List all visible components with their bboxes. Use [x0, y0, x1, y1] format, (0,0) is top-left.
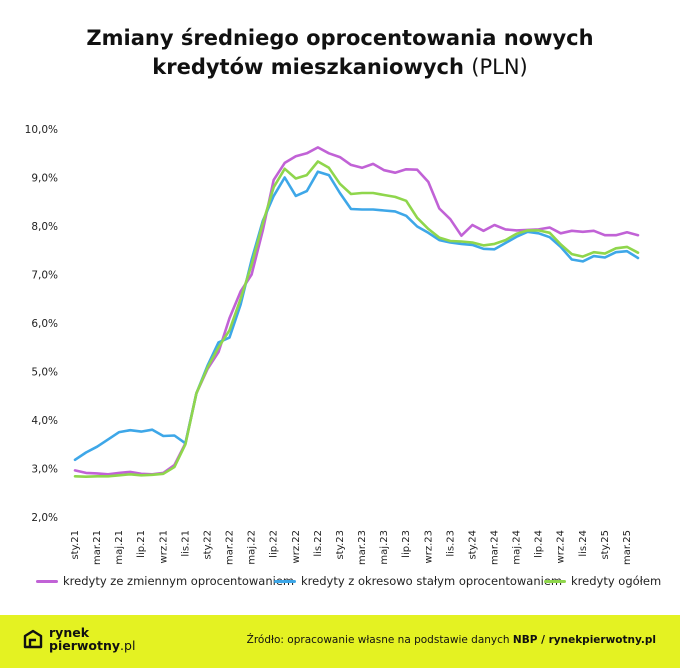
source-prefix: Źródło: opracowanie własne na podstawie …: [246, 634, 510, 646]
y-tick-label: 4,0%: [31, 415, 58, 427]
brand-logo-line1: rynek: [49, 625, 90, 640]
x-tick-label: maj.21: [114, 530, 125, 565]
brand-logo[interactable]: rynek pierwotny.pl: [22, 626, 135, 652]
series-line-variable: [73, 146, 640, 476]
x-tick-label: lis.21: [180, 530, 191, 557]
x-tick-label: wrz.22: [291, 530, 302, 563]
x-tick-label: mar.22: [225, 530, 236, 565]
chart-legend: kredyty ze zmiennym oprocentowaniem kred…: [36, 574, 666, 590]
legend-label-total: kredyty ogółem: [571, 574, 662, 588]
x-tick-label: sty.25: [600, 530, 611, 560]
brand-logo-text: rynek pierwotny.pl: [49, 626, 135, 652]
x-tick-label: lip.22: [269, 530, 280, 558]
legend-swatch-variable: [36, 579, 58, 583]
x-tick-label: mar.24: [489, 530, 500, 565]
x-tick-label: wrz.21: [158, 530, 169, 563]
source-separator: /: [537, 634, 549, 646]
x-tick-label: sty.23: [335, 530, 346, 560]
y-tick-label: 9,0%: [31, 173, 58, 185]
chart-title: Zmiany średniego oprocentowania nowych k…: [0, 24, 680, 82]
series-line-fixed: [73, 170, 640, 462]
x-tick-label: mar.25: [622, 530, 633, 565]
legend-item-variable: kredyty ze zmiennym oprocentowaniem: [36, 574, 294, 588]
source-note: Źródło: opracowanie własne na podstawie …: [247, 634, 656, 646]
x-tick-label: lip.21: [136, 530, 147, 558]
y-tick-label: 10,0%: [25, 124, 58, 136]
source-site[interactable]: rynekpierwotny.pl: [548, 634, 656, 646]
legend-swatch-total: [544, 579, 566, 583]
y-tick-label: 6,0%: [31, 318, 58, 330]
x-tick-label: sty.22: [202, 530, 213, 560]
x-tick-label: mar.23: [357, 530, 368, 565]
brand-logo-suffix: .pl: [120, 638, 136, 653]
x-tick-label: sty.21: [70, 530, 81, 560]
legend-label-variable: kredyty ze zmiennym oprocentowaniem: [63, 574, 295, 588]
legend-item-total: kredyty ogółem: [544, 574, 661, 588]
legend-item-fixed: kredyty z okresowo stałym oprocentowanie…: [274, 574, 562, 588]
x-tick-label: lip.23: [401, 530, 412, 558]
x-tick-label: lis.23: [445, 530, 456, 557]
footer-bar: rynek pierwotny.pl Źródło: opracowanie w…: [0, 615, 680, 668]
brand-logo-name: pierwotny: [49, 638, 121, 653]
x-tick-label: maj.23: [379, 530, 390, 565]
x-tick-label: maj.24: [512, 530, 523, 565]
chart-title-line2: kredytów mieszkaniowych (PLN): [0, 53, 680, 82]
x-tick-label: mar.21: [92, 530, 103, 565]
legend-swatch-fixed: [274, 579, 296, 583]
line-chart: 2,0% 3,0% 4,0% 5,0% 6,0% 7,0% 8,0% 9,0% 10,0% sty…: [25, 124, 640, 565]
x-tick-label: lis.24: [578, 530, 589, 557]
x-tick-label: wrz.23: [423, 530, 434, 563]
legend-label-fixed: kredyty z okresowo stałym oprocentowanie…: [301, 574, 563, 588]
x-tick-label: maj.22: [247, 530, 258, 565]
series-line-total: [73, 160, 640, 479]
x-tick-label: sty.24: [467, 530, 478, 560]
y-tick-label: 2,0%: [31, 512, 58, 524]
x-tick-label: wrz.24: [556, 530, 567, 563]
y-tick-label: 8,0%: [31, 221, 58, 233]
x-tick-label: lip.24: [534, 530, 545, 558]
brand-logo-icon: [23, 629, 43, 649]
chart-title-line1: Zmiany średniego oprocentowania nowych: [86, 26, 594, 50]
source-nbp: NBP: [512, 634, 538, 646]
x-tick-label: lis.22: [313, 530, 324, 557]
chart-title-main: kredytów mieszkaniowych: [152, 55, 464, 79]
brand-logo-line2: pierwotny.pl: [49, 639, 135, 652]
chart-title-unit: (PLN): [471, 55, 528, 79]
y-tick-label: 3,0%: [31, 464, 58, 476]
y-tick-label: 7,0%: [31, 270, 58, 282]
y-tick-label: 5,0%: [31, 367, 58, 379]
